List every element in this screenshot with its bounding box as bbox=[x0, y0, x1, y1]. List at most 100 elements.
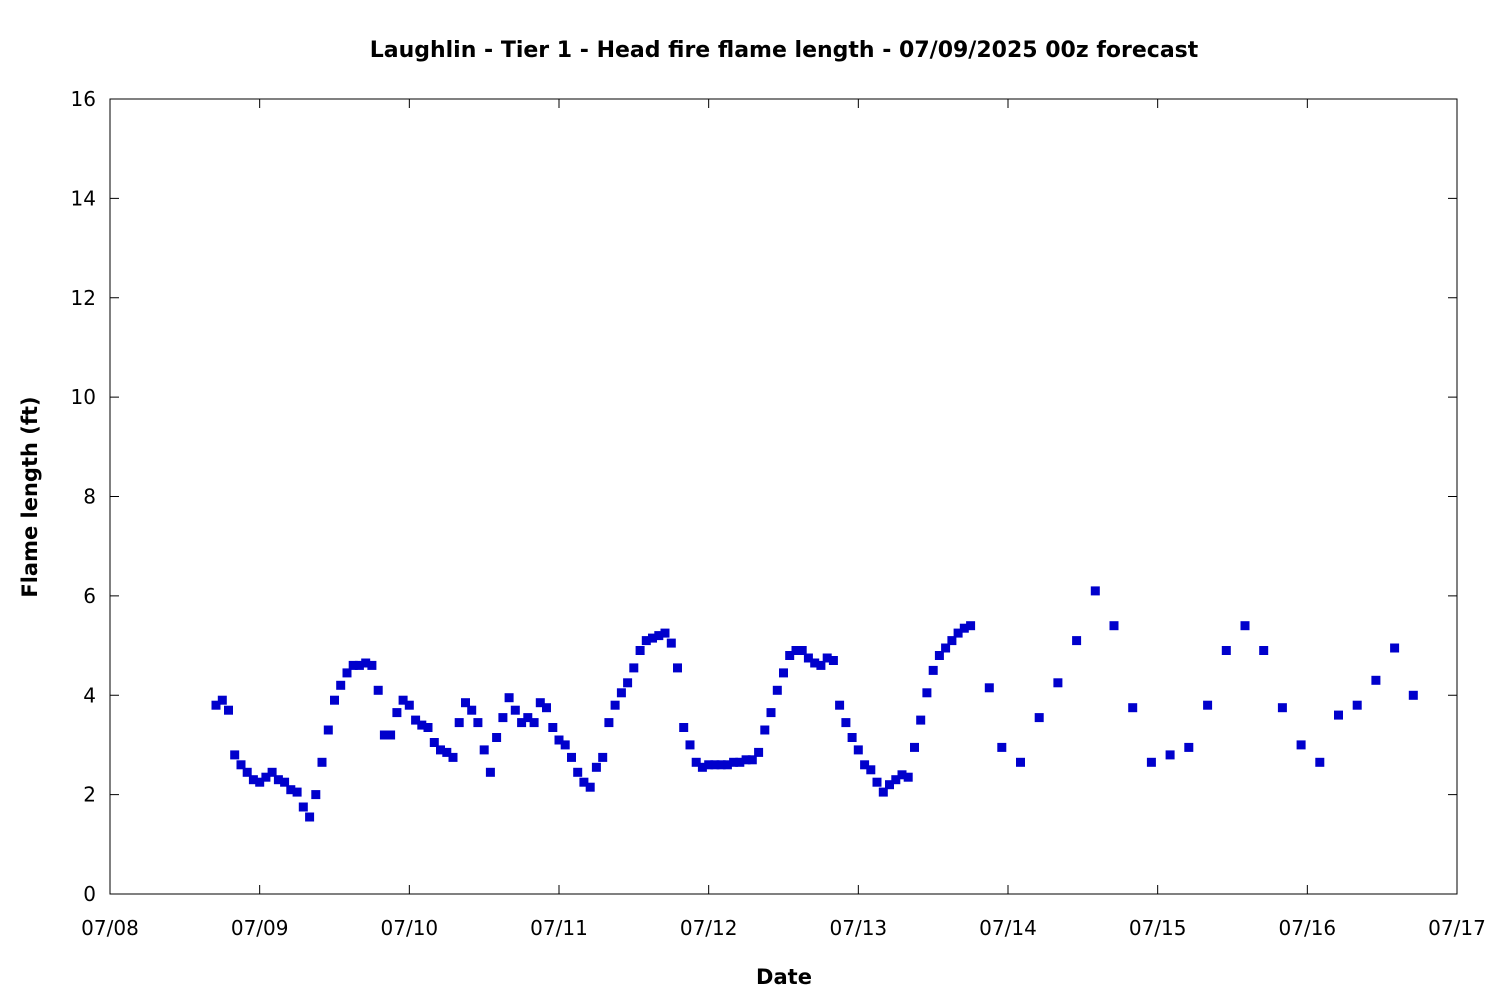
x-tick-label: 07/16 bbox=[1279, 916, 1337, 940]
data-point bbox=[685, 740, 695, 750]
data-point bbox=[1128, 703, 1138, 713]
data-point bbox=[286, 785, 296, 795]
x-axis-label: Date bbox=[756, 965, 812, 989]
data-point bbox=[666, 638, 676, 648]
y-tick-label: 14 bbox=[71, 186, 96, 210]
data-point bbox=[261, 772, 271, 782]
data-point bbox=[461, 698, 470, 708]
data-point bbox=[280, 777, 290, 787]
data-point bbox=[760, 725, 770, 735]
data-point bbox=[1315, 757, 1325, 767]
y-tick-label: 16 bbox=[71, 87, 96, 111]
data-point bbox=[941, 643, 951, 653]
data-point bbox=[1240, 621, 1250, 631]
data-point bbox=[910, 742, 919, 752]
data-point bbox=[404, 700, 414, 710]
data-point bbox=[248, 775, 258, 785]
data-point bbox=[273, 775, 283, 785]
y-tick-label: 12 bbox=[71, 286, 96, 310]
data-point bbox=[803, 653, 813, 663]
data-point bbox=[267, 767, 277, 777]
data-point bbox=[816, 660, 826, 670]
data-point bbox=[1221, 646, 1231, 655]
data-point bbox=[411, 715, 421, 725]
data-point bbox=[822, 653, 832, 663]
data-point bbox=[947, 636, 957, 646]
y-axis-label: Flame length (ft) bbox=[18, 396, 42, 597]
data-point bbox=[1277, 703, 1287, 713]
data-point bbox=[635, 646, 645, 655]
axis-tick-labels: 07/08 07/09 07/10 07/11 07/12 07/13 07/14 07/15… bbox=[71, 87, 1486, 940]
data-point bbox=[1072, 636, 1082, 646]
data-point bbox=[722, 760, 732, 770]
data-point bbox=[1259, 646, 1269, 655]
data-point bbox=[348, 660, 358, 670]
chart-title: Laughlin - Tier 1 - Head fire flame leng… bbox=[370, 38, 1199, 63]
data-point bbox=[236, 760, 246, 770]
data-point bbox=[629, 663, 639, 673]
data-point bbox=[1053, 678, 1063, 688]
data-point bbox=[436, 745, 445, 755]
y-tick-label: 8 bbox=[83, 485, 96, 509]
data-point bbox=[872, 777, 882, 787]
data-point bbox=[791, 646, 801, 655]
data-point bbox=[367, 660, 377, 670]
data-point bbox=[860, 760, 870, 770]
data-point bbox=[1165, 750, 1175, 760]
data-point bbox=[1146, 757, 1156, 767]
data-point bbox=[573, 767, 583, 777]
x-tick-label: 07/13 bbox=[830, 916, 888, 940]
data-point bbox=[785, 651, 795, 660]
data-point bbox=[1296, 740, 1306, 750]
data-point bbox=[916, 715, 926, 725]
data-point bbox=[585, 782, 595, 792]
data-point bbox=[386, 730, 396, 740]
data-point bbox=[1184, 742, 1194, 752]
data-point bbox=[772, 685, 782, 695]
axis-ticks bbox=[109, 98, 1458, 895]
data-point bbox=[984, 683, 994, 693]
data-point bbox=[591, 762, 601, 772]
data-point bbox=[336, 680, 346, 690]
plot-frame bbox=[109, 98, 1458, 895]
x-tick-label: 07/17 bbox=[1428, 916, 1486, 940]
data-point bbox=[779, 668, 788, 678]
data-point bbox=[853, 745, 863, 755]
data-point bbox=[510, 705, 520, 715]
data-point bbox=[342, 668, 352, 678]
data-point bbox=[922, 688, 932, 698]
x-tick-label: 07/10 bbox=[381, 916, 439, 940]
data-point bbox=[1090, 586, 1100, 596]
data-point bbox=[492, 733, 502, 742]
data-points bbox=[211, 586, 1418, 822]
data-point bbox=[747, 755, 757, 765]
x-tick-label: 07/12 bbox=[680, 916, 738, 940]
data-point bbox=[885, 780, 894, 790]
data-point bbox=[1408, 690, 1418, 700]
data-point bbox=[298, 802, 308, 812]
data-point bbox=[529, 718, 539, 728]
data-point bbox=[735, 757, 745, 767]
data-point bbox=[797, 646, 807, 655]
data-point bbox=[542, 703, 551, 713]
data-point bbox=[429, 738, 439, 747]
data-point bbox=[517, 718, 527, 728]
data-point bbox=[716, 760, 726, 770]
data-point bbox=[610, 700, 620, 710]
data-point bbox=[673, 663, 682, 673]
data-point bbox=[330, 695, 339, 705]
data-point bbox=[654, 631, 664, 641]
data-point bbox=[554, 735, 564, 745]
data-point bbox=[311, 790, 321, 800]
data-point bbox=[648, 633, 657, 643]
y-tick-label: 10 bbox=[71, 385, 96, 409]
x-tick-label: 07/09 bbox=[231, 916, 289, 940]
data-point bbox=[504, 693, 514, 703]
data-point bbox=[323, 725, 333, 735]
data-point bbox=[660, 628, 670, 638]
data-point bbox=[810, 658, 820, 668]
data-point bbox=[710, 760, 720, 770]
data-point bbox=[1034, 713, 1044, 723]
data-point bbox=[847, 733, 857, 742]
data-point bbox=[691, 757, 701, 767]
